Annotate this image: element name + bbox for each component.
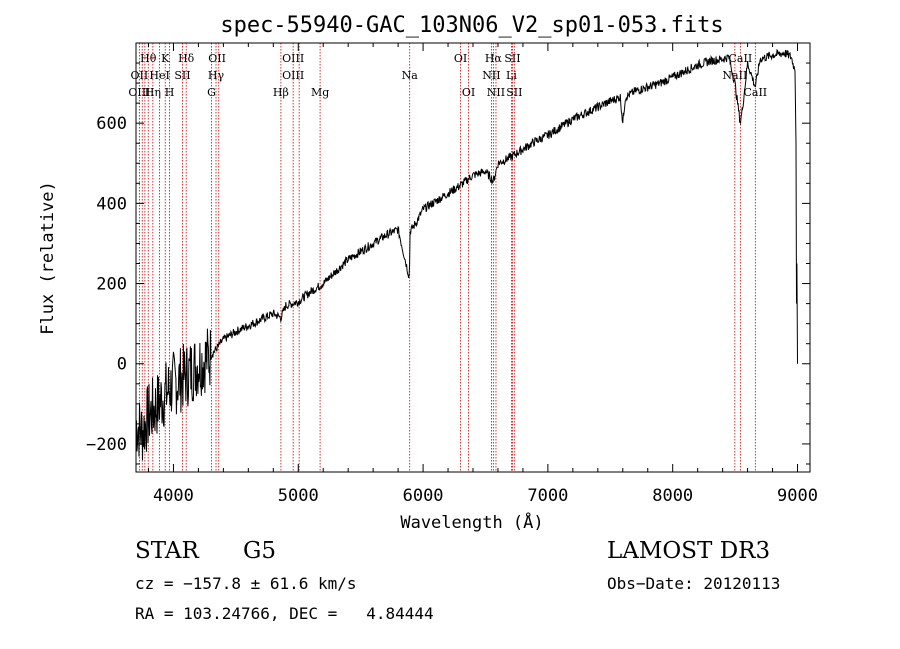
line-label: Hη — [145, 86, 161, 99]
line-label: OIII — [282, 52, 304, 65]
line-label: CaII — [729, 52, 753, 65]
y-tick-label: −200 — [86, 435, 127, 455]
line-label: G — [207, 86, 216, 99]
line-label: NII — [487, 86, 505, 99]
line-label: Hγ — [208, 69, 225, 82]
line-label: NII — [482, 69, 500, 82]
line-label: Hβ — [273, 86, 289, 99]
redshift-velocity: cz = −157.8 ± 61.6 km/s — [135, 574, 357, 593]
line-label: Hα — [485, 52, 503, 65]
y-tick-label: 0 — [117, 355, 127, 375]
x-axis-label: Wavelength (Å) — [400, 511, 543, 533]
x-axis: 4000 5000 6000 7000 8000 9000 — [147, 43, 818, 506]
line-label: SII — [506, 86, 522, 99]
x-tick-label: 5000 — [278, 486, 319, 506]
chart-title: spec-55940-GAC_103N06_V2_sp01-053.fits — [220, 13, 723, 38]
y-tick-label: 400 — [96, 194, 127, 214]
x-tick-label: 7000 — [527, 486, 568, 506]
y-tick-label: 200 — [96, 275, 127, 295]
x-tick-label: 6000 — [403, 486, 444, 506]
survey-name: LAMOST DR3 — [607, 538, 771, 564]
line-label: Na — [402, 69, 419, 82]
line-label: OIII — [282, 69, 304, 82]
line-label: OII — [208, 52, 226, 65]
x-tick-label: 9000 — [777, 486, 818, 506]
observation-date: Obs−Date: 20120113 — [607, 574, 781, 593]
coordinates: RA = 103.24766, DEC = 4.84444 — [135, 604, 434, 623]
line-label: CaII — [743, 86, 767, 99]
y-axis-label: Flux (relative) — [38, 181, 58, 335]
y-axis: −200 0 200 400 600 — [86, 62, 810, 465]
line-label: OII — [131, 69, 149, 82]
marker-lines — [138, 43, 756, 472]
line-label: Mg — [311, 86, 329, 99]
line-label: Hδ — [178, 52, 195, 65]
line-label: NaII — [722, 69, 747, 82]
object-subclass: G5 — [243, 538, 277, 564]
line-label: OIII — [128, 86, 150, 99]
line-label: Li — [506, 69, 517, 82]
object-class: STAR — [135, 538, 199, 564]
line-label: OI — [454, 52, 467, 65]
line-label: SII — [174, 69, 190, 82]
x-tick-label: 4000 — [153, 486, 194, 506]
line-label: SII — [504, 52, 520, 65]
plot-frame — [135, 42, 811, 473]
y-tick-label: 600 — [96, 114, 127, 134]
line-label: OI — [462, 86, 475, 99]
line-label: Hθ — [140, 52, 157, 65]
x-tick-label: 8000 — [652, 486, 693, 506]
line-label: K — [161, 52, 170, 65]
line-label: HeI — [149, 69, 169, 82]
line-label: H — [165, 86, 175, 99]
spectrum-line — [135, 49, 798, 461]
